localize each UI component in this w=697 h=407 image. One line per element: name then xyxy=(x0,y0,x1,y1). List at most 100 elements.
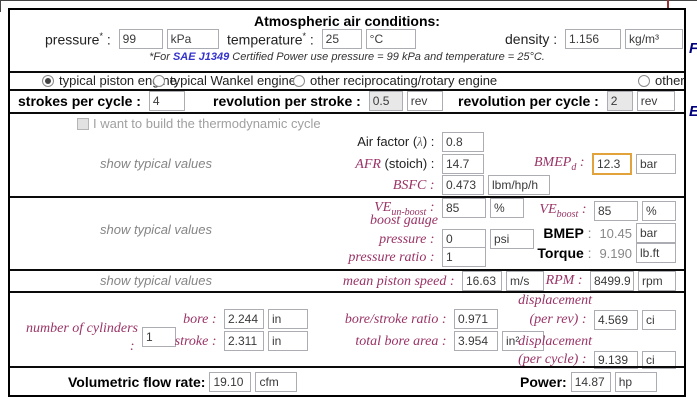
bore-stroke-ratio-label: bore/stroke ratio xyxy=(344,312,439,327)
bmep-d-unit-input[interactable] xyxy=(636,154,676,174)
power-input[interactable] xyxy=(570,372,611,392)
temperature-input[interactable] xyxy=(321,29,362,49)
displacement-per-cycle-label-line1: displacement xyxy=(518,334,592,349)
radio-typical-piston-engine[interactable]: typical piston engine xyxy=(42,73,177,88)
thermo-cycle-checkbox-row[interactable]: I want to build the thermodynamic cycle xyxy=(77,116,321,131)
rpm-input[interactable] xyxy=(590,271,634,291)
temperature-label: temperature xyxy=(227,31,303,48)
stroke-row: stroke : xyxy=(120,331,308,351)
rev-per-stroke-input[interactable] xyxy=(368,91,403,111)
torque-value: 9.190 xyxy=(599,245,632,261)
pressure-ratio-input[interactable] xyxy=(442,247,486,267)
mean-piston-speed-unit-input[interactable] xyxy=(506,271,544,291)
volumetric-flow-rate-input[interactable] xyxy=(209,372,252,392)
bmep-d-input[interactable] xyxy=(592,153,632,175)
bsfc-input[interactable] xyxy=(442,175,484,195)
ve-unboost-subscript: un-boost xyxy=(391,206,427,218)
boost-gauge-unit-input[interactable] xyxy=(490,229,534,249)
bore-row: bore : xyxy=(120,309,308,329)
displacement-per-cycle-unit-input[interactable] xyxy=(642,351,676,369)
pressure-colon: : xyxy=(102,31,115,48)
outer-top-border xyxy=(0,0,697,1)
footnote-prefix: *For xyxy=(149,51,173,63)
bore-label: bore xyxy=(183,312,209,327)
density-input[interactable] xyxy=(565,29,622,49)
air-factor-input[interactable] xyxy=(442,132,484,152)
pressure-field-group: pressure* : xyxy=(45,29,219,49)
bore-colon: : xyxy=(208,312,220,327)
rev-per-stroke-colon: : xyxy=(352,93,365,109)
mean-piston-speed-row: mean piston speed : xyxy=(303,271,544,291)
show-typical-values-link-fuel[interactable]: show typical values xyxy=(100,156,212,171)
density-unit-input[interactable] xyxy=(625,29,684,49)
number-of-cylinders-row: number of cylinders : xyxy=(26,319,176,355)
pressure-input[interactable] xyxy=(118,29,163,49)
ve-unboost-colon: : xyxy=(426,200,438,216)
bsfc-unit-input[interactable] xyxy=(488,175,550,195)
rpm-label: RPM xyxy=(545,273,575,288)
afr-input[interactable] xyxy=(442,154,484,174)
strokes-per-cycle-input[interactable] xyxy=(148,91,185,111)
afr-label: AFR xyxy=(355,157,381,172)
ve-boost-unit-input[interactable] xyxy=(642,201,676,221)
torque-unit-input[interactable] xyxy=(636,243,676,263)
clipped-edge-letter-e: E xyxy=(689,103,697,120)
ve-unboost-label: VE xyxy=(374,200,392,216)
bore-input[interactable] xyxy=(224,309,264,329)
displacement-per-rev-input[interactable] xyxy=(594,310,638,330)
rev-per-stroke-unit-input[interactable] xyxy=(406,91,443,111)
afr-stoich-label: (stoich) xyxy=(380,156,428,171)
displacement-per-cycle-input[interactable] xyxy=(594,351,638,369)
stroke-unit-input[interactable] xyxy=(268,331,308,351)
torque-colon: : xyxy=(583,245,596,261)
ve-unboost-input[interactable] xyxy=(442,198,486,218)
rpm-unit-input[interactable] xyxy=(638,271,676,291)
afr-row: AFR (stoich) : xyxy=(283,154,484,174)
thermo-cycle-checkbox[interactable] xyxy=(77,117,89,130)
afr-colon: : xyxy=(427,156,438,171)
pressure-unit-input[interactable] xyxy=(166,29,219,49)
stroke-input[interactable] xyxy=(224,331,264,351)
radio-button-icon[interactable] xyxy=(293,74,305,87)
density-label: density xyxy=(505,31,550,47)
ve-boost-input[interactable] xyxy=(594,201,638,221)
radio-other[interactable]: other xyxy=(638,73,685,88)
pressure-label: pressure xyxy=(45,31,100,48)
rev-per-cycle-input[interactable] xyxy=(606,91,633,111)
radio-button-icon[interactable] xyxy=(42,74,54,87)
bmep-unit-input[interactable] xyxy=(636,223,676,243)
bore-stroke-ratio-input[interactable] xyxy=(454,309,498,329)
density-colon: : xyxy=(549,31,562,47)
bsfc-colon: : xyxy=(426,178,438,193)
radio-button-icon[interactable] xyxy=(638,74,650,87)
calculator-panel: Atmospheric air conditions: pressure* : … xyxy=(8,8,686,397)
number-of-cylinders-input[interactable] xyxy=(142,327,176,347)
displacement-per-rev-label-line1: displacement xyxy=(518,293,592,308)
mean-piston-speed-input[interactable] xyxy=(462,271,502,291)
section-divider xyxy=(10,112,684,114)
displacement-per-rev-unit-input[interactable] xyxy=(642,310,676,330)
show-typical-values-link-ve[interactable]: show typical values xyxy=(100,222,212,237)
total-bore-area-unit-input[interactable] xyxy=(502,331,544,351)
air-factor-label-close: ) xyxy=(422,134,428,149)
ve-unboost-unit-input[interactable] xyxy=(490,198,524,218)
power-unit-input[interactable] xyxy=(614,372,657,392)
boost-gauge-pressure-input[interactable] xyxy=(442,229,486,249)
show-typical-values-link-speed[interactable]: show typical values xyxy=(100,273,212,288)
volumetric-flow-rate-unit-input[interactable] xyxy=(255,372,298,392)
number-of-cylinders-label: number of cylinders xyxy=(26,321,138,336)
rev-per-cycle-unit-input[interactable] xyxy=(636,91,675,111)
radio-button-icon[interactable] xyxy=(153,74,165,87)
ve-boost-subscript: boost xyxy=(556,208,579,220)
mean-piston-speed-colon: : xyxy=(446,274,458,289)
radio-label: typical Wankel engine xyxy=(170,73,296,88)
panel-title: Atmospheric air conditions: xyxy=(254,13,440,29)
radio-other-reciprocating-rotary[interactable]: other reciprocating/rotary engine xyxy=(293,73,497,88)
radio-typical-wankel-engine[interactable]: typical Wankel engine xyxy=(153,73,296,88)
section-divider xyxy=(10,269,684,271)
torque-label: Torque xyxy=(537,245,584,261)
sae-j1349-link[interactable]: SAE J1349 xyxy=(172,51,230,63)
bore-unit-input[interactable] xyxy=(268,309,308,329)
total-bore-area-input[interactable] xyxy=(454,331,498,351)
temperature-unit-input[interactable] xyxy=(365,29,416,49)
